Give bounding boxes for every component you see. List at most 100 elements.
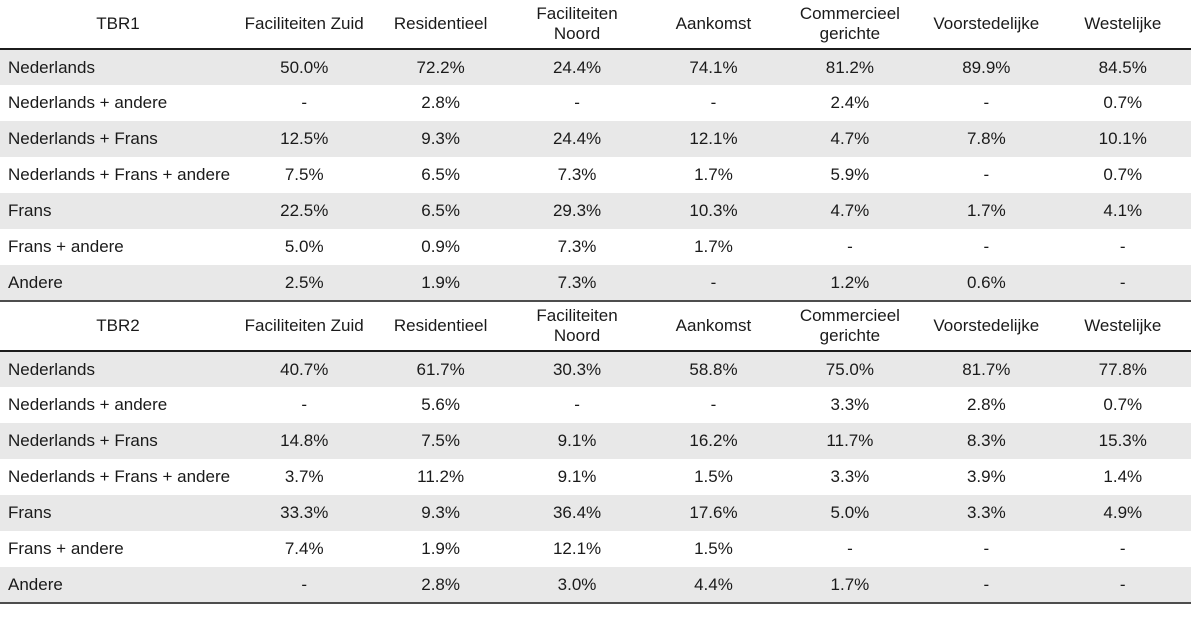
column-header: Residentieel	[372, 0, 509, 50]
table-cell: 16.2%	[689, 431, 738, 450]
row-label: Nederlands + Frans + andere	[8, 165, 231, 184]
table-cell: 24.4%	[552, 57, 602, 77]
row-label: Andere	[8, 272, 63, 292]
column-header: Aankomst	[645, 302, 782, 352]
table-cell: -	[574, 395, 580, 414]
table-cell: 0.7%	[1103, 93, 1143, 112]
table-cell: 61.7%	[416, 359, 465, 379]
table-cell: 7.5%	[284, 165, 324, 184]
column-header: Faciliteiten Noord	[508, 0, 646, 50]
row-label: Nederlands + Frans	[8, 431, 158, 450]
table-row: Nederlands + andere - 5.6% - - 3.3% 2.8% 0.7%	[0, 387, 1191, 423]
table-cell: -	[1119, 237, 1126, 256]
table-cell: 2.8%	[966, 395, 1006, 414]
table-cell: 3.0%	[557, 574, 597, 594]
table-cell: 0.9%	[421, 237, 460, 256]
table-cell: 9.1%	[557, 431, 597, 450]
table-cell: -	[710, 272, 717, 292]
table-cell: 7.3%	[557, 165, 597, 184]
column-header: Westelijke	[1054, 0, 1191, 50]
tables-container: TBR1 Faciliteiten Zuid Residentieel Facilit…	[0, 0, 1191, 604]
table-cell: 11.2%	[417, 467, 465, 486]
table-cell: 1.9%	[421, 539, 460, 558]
table-cell: 3.7%	[284, 467, 324, 486]
table-cell: 40.7%	[280, 359, 329, 379]
table-cell: -	[983, 93, 990, 112]
table-cell: 33.3%	[280, 503, 329, 522]
column-header: Residentieel	[372, 302, 509, 352]
table-row: Frans 22.5% 6.5% 29.3% 10.3% 4.7% 1.7% 4.1%	[0, 193, 1191, 229]
table-cell: 4.7%	[830, 201, 870, 220]
table-cell: 1.2%	[830, 272, 870, 292]
column-header: Voorstedelijke	[918, 302, 1055, 352]
table-cell: 5.0%	[284, 237, 324, 256]
table-cell: 74.1%	[689, 57, 738, 77]
table-cell: 14.8%	[280, 431, 329, 450]
table-cell: -	[983, 237, 990, 256]
table-cell: 7.4%	[284, 539, 324, 558]
table-cell: 3.3%	[830, 467, 870, 486]
row-label: Andere	[8, 574, 63, 594]
table-cell: 7.3%	[557, 272, 597, 292]
column-header: Aankomst	[645, 0, 782, 50]
column-header: Commercieel gerichte	[781, 302, 919, 352]
table-cell: 1.7%	[694, 237, 733, 256]
table-cell: 12.5%	[280, 129, 329, 148]
table-cell: 3.3%	[830, 395, 870, 414]
table-cell: 6.5%	[421, 165, 460, 184]
table-row: Frans + andere 7.4% 1.9% 12.1% 1.5% - - -	[0, 531, 1191, 567]
table-row: Nederlands + Frans + andere 7.5% 6.5% 7.3% 1…	[0, 157, 1191, 193]
table-cell: 29.3%	[552, 201, 602, 220]
table-cell: 2.8%	[421, 93, 460, 112]
table-row: Nederlands + Frans 12.5% 9.3% 24.4% 12.1% 4.7…	[0, 121, 1191, 157]
table-cell: 12.1%	[552, 539, 602, 558]
table-cell: 30.3%	[552, 359, 602, 379]
column-header: Faciliteiten Zuid	[236, 302, 373, 352]
table-row: Nederlands + Frans + andere 3.7% 11.2% 9.1%…	[0, 459, 1191, 495]
table-row: Andere - 2.8% 3.0% 4.4% 1.7% - -	[0, 567, 1191, 603]
table-cell: -	[983, 539, 990, 558]
table-row: Nederlands 40.7% 61.7% 30.3% 58.8% 75.0% 81.7%…	[0, 351, 1191, 387]
table-cell: -	[301, 93, 308, 112]
table-title: TBR2	[0, 302, 236, 352]
table-cell: -	[983, 165, 990, 184]
table-title: TBR1	[0, 0, 236, 50]
table-cell: 4.7%	[830, 129, 870, 148]
table-cell: 7.8%	[966, 129, 1006, 148]
table-cell: -	[847, 237, 853, 256]
column-header: Commercieel gerichte	[781, 0, 919, 50]
table-cell: 17.6%	[689, 503, 738, 522]
table-row: Nederlands 50.0% 72.2% 24.4% 74.1% 81.2% 89.9%…	[0, 49, 1191, 85]
table-cell: 7.3%	[557, 237, 597, 256]
table-cell: 2.4%	[830, 93, 870, 112]
table-cell: 4.4%	[694, 574, 733, 594]
table-cell: 0.7%	[1103, 395, 1143, 414]
table-cell: 5.0%	[830, 503, 870, 522]
row-label: Nederlands + Frans	[8, 129, 158, 148]
table-cell: 15.3%	[1098, 431, 1147, 450]
header-row: TBR1 Faciliteiten Zuid Residentieel Facilit…	[0, 0, 1191, 50]
table-cell: 11.7%	[826, 431, 874, 450]
table-cell: 3.3%	[966, 503, 1006, 522]
column-header: Faciliteiten Noord	[508, 302, 646, 352]
table-cell: 9.3%	[421, 129, 460, 148]
row-label: Nederlands + andere	[8, 93, 168, 112]
language-table-tbr1: TBR1 Faciliteiten Zuid Residentieel Facilit…	[0, 0, 1191, 302]
table-row: Frans 33.3% 9.3% 36.4% 17.6% 5.0% 3.3% 4.9%	[0, 495, 1191, 531]
table-cell: 72.2%	[416, 57, 465, 77]
table-cell: 84.5%	[1098, 57, 1147, 77]
table-cell: 8.3%	[966, 431, 1006, 450]
row-label: Frans	[8, 503, 52, 522]
table-cell: 1.7%	[966, 201, 1006, 220]
table-cell: 22.5%	[280, 201, 329, 220]
table-cell: 4.1%	[1103, 201, 1143, 220]
table-cell: 6.5%	[421, 201, 460, 220]
table-cell: 24.4%	[552, 129, 602, 148]
table-cell: -	[1119, 539, 1126, 558]
row-label: Frans + andere	[8, 237, 124, 256]
table-cell: 9.3%	[421, 503, 460, 522]
table-cell: 89.9%	[962, 57, 1011, 77]
table-cell: 5.6%	[421, 395, 460, 414]
table-cell: 77.8%	[1098, 359, 1147, 379]
table-cell: 58.8%	[689, 359, 738, 379]
